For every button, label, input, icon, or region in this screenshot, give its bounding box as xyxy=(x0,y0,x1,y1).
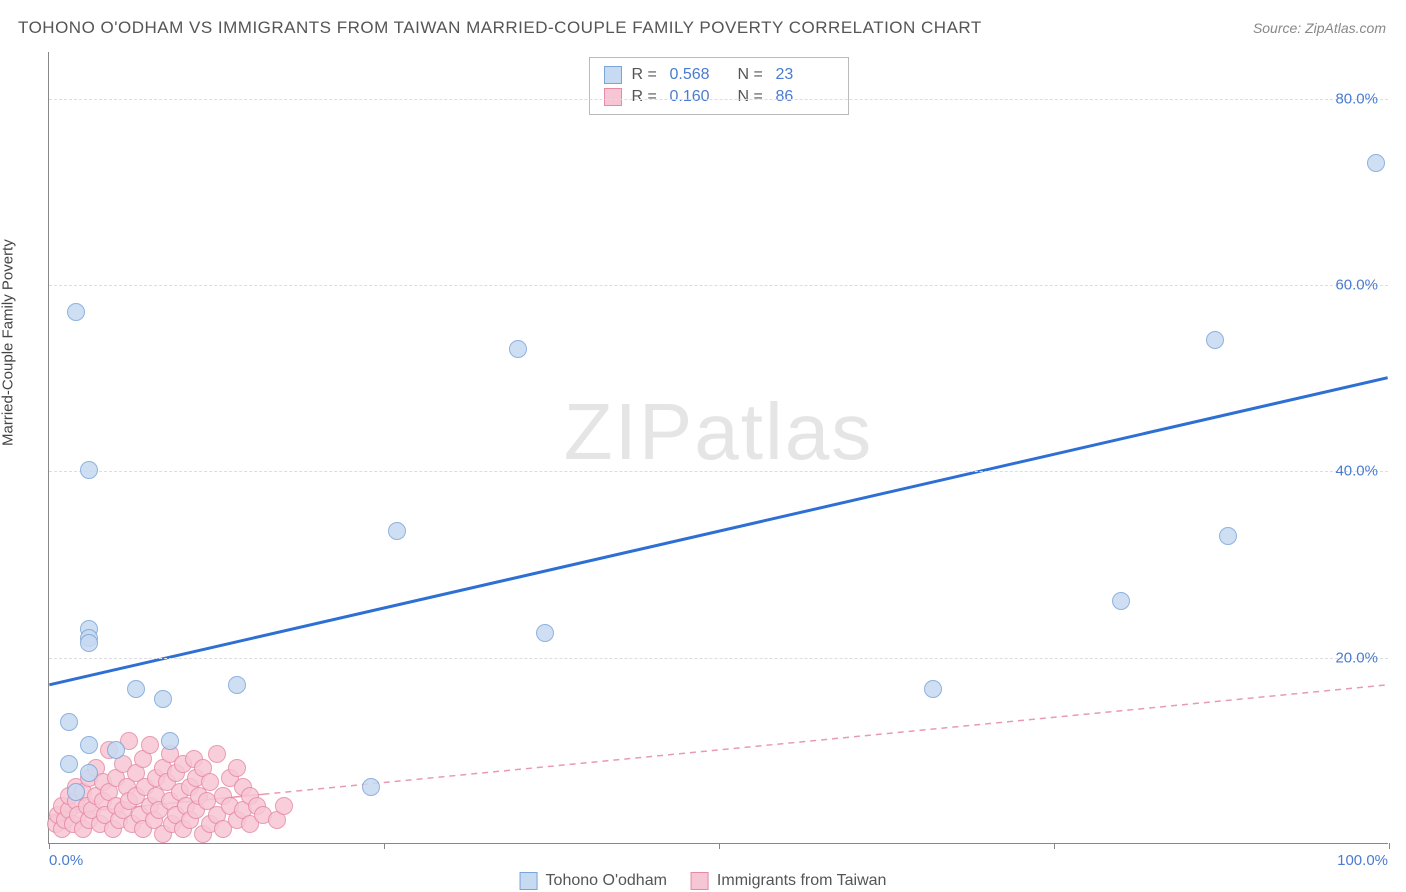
legend-swatch xyxy=(604,88,622,106)
legend-swatch xyxy=(604,66,622,84)
n-label: N = xyxy=(738,66,766,84)
data-point xyxy=(208,745,226,763)
series-legend: Tohono O'odham Immigrants from Taiwan xyxy=(520,872,887,890)
legend-item: Immigrants from Taiwan xyxy=(691,872,887,890)
r-value: 0.568 xyxy=(670,66,728,84)
data-point xyxy=(201,773,219,791)
data-point xyxy=(228,759,246,777)
data-point xyxy=(1206,331,1224,349)
data-point xyxy=(80,634,98,652)
correlation-stats-box: R = 0.568 N = 23 R = 0.160 N = 86 xyxy=(589,57,849,115)
data-point xyxy=(154,690,172,708)
x-tick xyxy=(1389,843,1390,849)
data-point xyxy=(67,303,85,321)
legend-swatch xyxy=(520,872,538,890)
data-point xyxy=(60,713,78,731)
gridline xyxy=(49,471,1388,472)
stats-row: R = 0.160 N = 86 xyxy=(604,86,834,108)
x-tick-label: 100.0% xyxy=(1337,852,1388,869)
n-value: 86 xyxy=(776,88,834,106)
data-point xyxy=(67,783,85,801)
legend-label: Tohono O'odham xyxy=(546,872,667,890)
data-point xyxy=(509,340,527,358)
chart-container: TOHONO O'ODHAM VS IMMIGRANTS FROM TAIWAN… xyxy=(0,0,1406,892)
source-attribution: Source: ZipAtlas.com xyxy=(1253,20,1386,36)
data-point xyxy=(1112,592,1130,610)
stats-row: R = 0.568 N = 23 xyxy=(604,64,834,86)
data-point xyxy=(536,624,554,642)
x-tick xyxy=(1054,843,1055,849)
data-point xyxy=(141,736,159,754)
legend-item: Tohono O'odham xyxy=(520,872,667,890)
y-tick-label: 20.0% xyxy=(1335,649,1378,666)
data-point xyxy=(107,741,125,759)
data-point xyxy=(161,732,179,750)
x-tick-label: 0.0% xyxy=(49,852,83,869)
data-point xyxy=(1367,154,1385,172)
y-axis-label: Married-Couple Family Poverty xyxy=(0,239,17,446)
gridline xyxy=(49,658,1388,659)
r-label: R = xyxy=(632,66,660,84)
data-point xyxy=(80,764,98,782)
gridline xyxy=(49,99,1388,100)
y-tick-label: 80.0% xyxy=(1335,90,1378,107)
data-point xyxy=(275,797,293,815)
data-point xyxy=(1219,527,1237,545)
data-point xyxy=(924,680,942,698)
legend-swatch xyxy=(691,872,709,890)
data-point xyxy=(388,522,406,540)
n-value: 23 xyxy=(776,66,834,84)
r-label: R = xyxy=(632,88,660,106)
trend-lines-svg xyxy=(49,52,1388,843)
data-point xyxy=(127,680,145,698)
x-tick xyxy=(719,843,720,849)
n-label: N = xyxy=(738,88,766,106)
legend-label: Immigrants from Taiwan xyxy=(717,872,887,890)
r-value: 0.160 xyxy=(670,88,728,106)
data-point xyxy=(80,461,98,479)
x-tick xyxy=(384,843,385,849)
data-point xyxy=(228,676,246,694)
y-tick-label: 40.0% xyxy=(1335,463,1378,480)
plot-area: ZIPatlas R = 0.568 N = 23 R = 0.160 N = 86 20.0… xyxy=(48,52,1388,844)
data-point xyxy=(80,736,98,754)
x-tick xyxy=(49,843,50,849)
gridline xyxy=(49,285,1388,286)
chart-title: TOHONO O'ODHAM VS IMMIGRANTS FROM TAIWAN… xyxy=(18,18,982,38)
y-tick-label: 60.0% xyxy=(1335,276,1378,293)
data-point xyxy=(362,778,380,796)
data-point xyxy=(60,755,78,773)
watermark: ZIPatlas xyxy=(564,386,873,478)
